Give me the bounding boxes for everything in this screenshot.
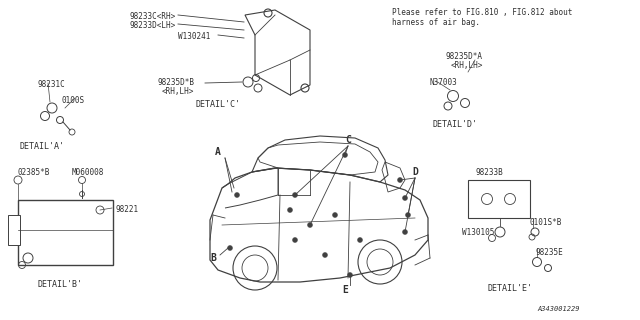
Circle shape <box>397 178 403 182</box>
Text: D: D <box>412 167 418 177</box>
Circle shape <box>403 196 408 201</box>
Text: E: E <box>342 285 348 295</box>
Circle shape <box>403 229 408 235</box>
Text: M060008: M060008 <box>72 168 104 177</box>
Text: 02385*B: 02385*B <box>18 168 51 177</box>
Text: harness of air bag.: harness of air bag. <box>392 18 480 27</box>
Text: 98233C<RH>: 98233C<RH> <box>130 12 176 21</box>
Text: C: C <box>345 135 351 145</box>
Text: Please refer to FIG.810 , FIG.812 about: Please refer to FIG.810 , FIG.812 about <box>392 8 572 17</box>
Bar <box>18 200 113 265</box>
Bar <box>468 180 530 218</box>
Circle shape <box>292 237 298 243</box>
Circle shape <box>287 207 292 212</box>
Text: DETAIL'A': DETAIL'A' <box>19 142 65 151</box>
Text: DETAIL'B': DETAIL'B' <box>38 280 83 289</box>
Circle shape <box>348 273 353 277</box>
Text: 0101S*B: 0101S*B <box>530 218 563 227</box>
Text: DETAIL'D': DETAIL'D' <box>433 120 477 129</box>
Bar <box>8 215 20 245</box>
Circle shape <box>333 212 337 218</box>
Text: N37003: N37003 <box>430 78 458 87</box>
Text: W130105: W130105 <box>462 228 494 237</box>
Text: 98235D*A: 98235D*A <box>445 52 482 61</box>
Text: <RH,LH>: <RH,LH> <box>162 87 195 96</box>
Circle shape <box>234 193 239 197</box>
Text: DETAIL'C': DETAIL'C' <box>195 100 241 109</box>
Circle shape <box>358 237 362 243</box>
Text: W130241: W130241 <box>178 32 211 41</box>
Text: 98233B: 98233B <box>475 168 503 177</box>
Text: DETAIL'E': DETAIL'E' <box>488 284 532 293</box>
Circle shape <box>227 245 232 251</box>
Circle shape <box>323 252 328 258</box>
Text: 98221: 98221 <box>115 205 138 214</box>
Text: 98235D*B: 98235D*B <box>158 78 195 87</box>
Text: A343001229: A343001229 <box>538 306 580 312</box>
Text: A: A <box>215 147 221 157</box>
Text: 98235E: 98235E <box>535 248 563 257</box>
Text: 98233D<LH>: 98233D<LH> <box>130 21 176 30</box>
Circle shape <box>292 193 298 197</box>
Text: <RH,LH>: <RH,LH> <box>451 61 483 70</box>
Circle shape <box>406 212 410 218</box>
Circle shape <box>342 153 348 157</box>
Text: 98231C: 98231C <box>38 80 66 89</box>
Circle shape <box>307 222 312 228</box>
Text: 0100S: 0100S <box>62 96 85 105</box>
Text: B: B <box>210 253 216 263</box>
